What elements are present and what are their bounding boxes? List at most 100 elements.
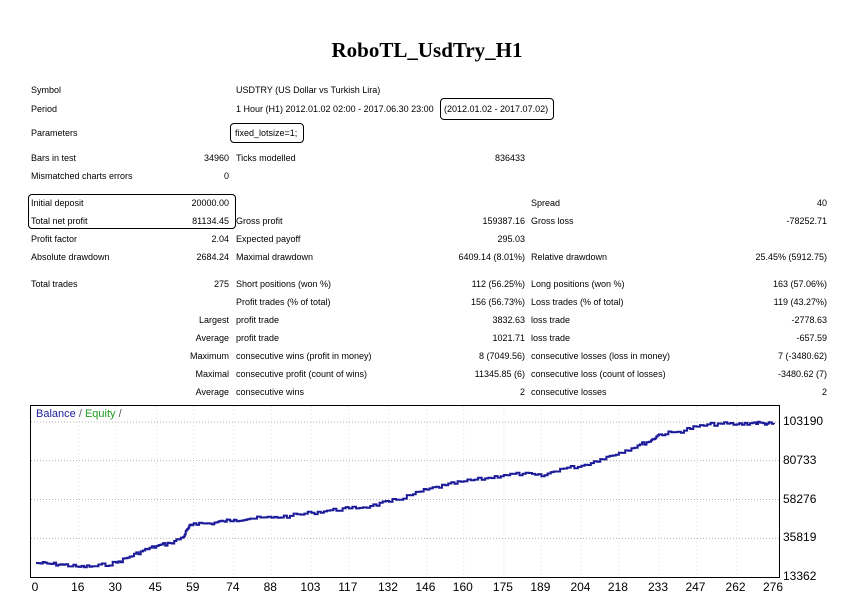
x-tick-label: 16 (71, 580, 85, 594)
y-tick-label: 58276 (783, 491, 817, 506)
loss-trades-label: Loss trades (% of total) (531, 297, 624, 307)
expected-payoff-label: Expected payoff (236, 234, 301, 244)
balance-series-line (36, 420, 775, 569)
avg-cons-losses-label: consecutive losses (531, 387, 607, 397)
relative-drawdown-value: 25.45% (5912.75) (755, 252, 827, 262)
ticks-value: 836433 (494, 153, 525, 163)
x-tick-label: 160 (452, 580, 473, 594)
average-loss-label: loss trade (531, 333, 571, 343)
average-label: Average (195, 333, 229, 343)
x-tick-label: 132 (377, 580, 398, 594)
x-tick-label: 175 (492, 580, 513, 594)
profit-trades-value: 156 (56.73%) (470, 297, 525, 307)
max-cons-losses-label: consecutive losses (loss in money) (531, 351, 671, 361)
legend-separator: / (75, 408, 85, 420)
maximal-cons-loss-label: consecutive loss (count of losses) (531, 369, 666, 379)
x-tick-label: 276 (762, 580, 784, 594)
period-range-box (440, 98, 554, 120)
largest-loss-value: -2778.63 (791, 315, 827, 325)
x-tick-label: 117 (338, 580, 358, 594)
x-tick-label: 189 (530, 580, 551, 594)
deposit-profit-box (28, 194, 236, 229)
total-trades-value: 275 (213, 279, 229, 289)
avg-cons-wins-value: 2 (519, 387, 525, 397)
maximal-cons-profit-label: consecutive profit (count of wins) (236, 369, 368, 379)
gross-loss-label: Gross loss (531, 216, 574, 226)
x-tick-label: 103 (300, 580, 321, 594)
average-profit-label: profit trade (236, 333, 280, 343)
balance-chart-svg (31, 406, 779, 577)
average2-label: Average (195, 387, 229, 397)
spread-value: 40 (816, 198, 827, 208)
average-loss-value: -657.59 (796, 333, 827, 343)
legend-balance: Balance (36, 408, 76, 420)
y-tick-label: 103190 (783, 414, 824, 428)
parameters-value: fixed_lotsize=1; (235, 128, 298, 138)
maximal-label: Maximal (195, 369, 229, 379)
max-cons-wins-value: 8 (7049.56) (478, 351, 525, 361)
legend-equity: Equity (84, 408, 116, 420)
period-range: (2012.01.02 - 2017.07.02) (444, 104, 549, 114)
bars-value: 34960 (203, 153, 229, 163)
maximum-label: Maximum (189, 351, 229, 361)
period-value: 1 Hour (H1) 2012.01.02 02:00 - 2017.06.3… (236, 104, 434, 114)
profit-factor-label: Profit factor (31, 234, 78, 244)
x-tick-label: 88 (263, 580, 277, 594)
spread-label: Spread (531, 198, 561, 208)
absolute-drawdown-value: 2684.24 (196, 252, 229, 262)
y-tick-label: 35819 (783, 530, 817, 545)
parameters-label: Parameters (31, 128, 78, 138)
largest-loss-label: loss trade (531, 315, 571, 325)
total-net-profit-value: 81134.45 (192, 216, 229, 226)
bars-label: Bars in test (31, 153, 77, 163)
y-tick-label: 13362 (783, 569, 817, 583)
initial-deposit-label: Initial deposit (31, 198, 84, 208)
legend-separator-end: / (115, 408, 122, 420)
maximal-drawdown-label: Maximal drawdown (236, 252, 314, 262)
x-tick-label: 30 (108, 580, 122, 594)
long-positions-label: Long positions (won %) (531, 279, 625, 289)
x-tick-label: 204 (570, 580, 591, 594)
x-tick-label: 146 (415, 580, 436, 594)
period-label: Period (31, 104, 58, 114)
parameters-box (230, 123, 304, 143)
avg-cons-wins-label: consecutive wins (236, 387, 305, 397)
largest-profit-label: profit trade (236, 315, 280, 325)
x-tick-label: 59 (186, 580, 200, 594)
gross-profit-value: 159387.16 (482, 216, 525, 226)
profit-factor-value: 2.04 (211, 234, 229, 244)
total-trades-label: Total trades (31, 279, 78, 289)
gross-loss-value: -78252.71 (786, 216, 827, 226)
report-title: RoboTL_UsdTry_H1 (331, 38, 523, 62)
ticks-label: Ticks modelled (236, 153, 296, 163)
x-tick-label: 45 (148, 580, 162, 594)
loss-trades-value: 119 (43.27%) (773, 297, 827, 307)
x-tick-label: 0 (31, 580, 39, 594)
absolute-drawdown-label: Absolute drawdown (31, 252, 110, 262)
chart-legend: Balance / Equity / (36, 408, 122, 421)
maximal-cons-loss-value: -3480.62 (7) (777, 369, 827, 379)
profit-trades-label: Profit trades (% of total) (236, 297, 331, 307)
initial-deposit-value: 20000.00 (191, 198, 229, 208)
mismatched-value: 0 (223, 171, 229, 181)
total-net-profit-label: Total net profit (31, 216, 88, 226)
maximal-cons-profit-value: 11345.85 (6) (474, 369, 525, 379)
long-positions-value: 163 (57.06%) (772, 279, 827, 289)
x-tick-label: 262 (725, 580, 746, 594)
x-tick-label: 247 (685, 580, 706, 594)
largest-label: Largest (198, 315, 229, 325)
x-tick-label: 218 (607, 580, 628, 594)
short-positions-value: 112 (56.25%) (471, 279, 525, 289)
balance-chart: Balance / Equity / (30, 405, 780, 578)
avg-cons-losses-value: 2 (821, 387, 827, 397)
x-tick-label: 74 (226, 580, 240, 594)
expected-payoff-value: 295.03 (497, 234, 525, 244)
mismatched-label: Mismatched charts errors (31, 171, 133, 181)
y-tick-label: 80733 (783, 452, 817, 467)
max-cons-losses-value: 7 (-3480.62) (777, 351, 827, 361)
short-positions-label: Short positions (won %) (236, 279, 332, 289)
max-cons-wins-label: consecutive wins (profit in money) (236, 351, 372, 361)
relative-drawdown-label: Relative drawdown (531, 252, 608, 262)
maximal-drawdown-value: 6409.14 (8.01%) (458, 252, 525, 262)
largest-profit-value: 3832.63 (492, 315, 525, 325)
